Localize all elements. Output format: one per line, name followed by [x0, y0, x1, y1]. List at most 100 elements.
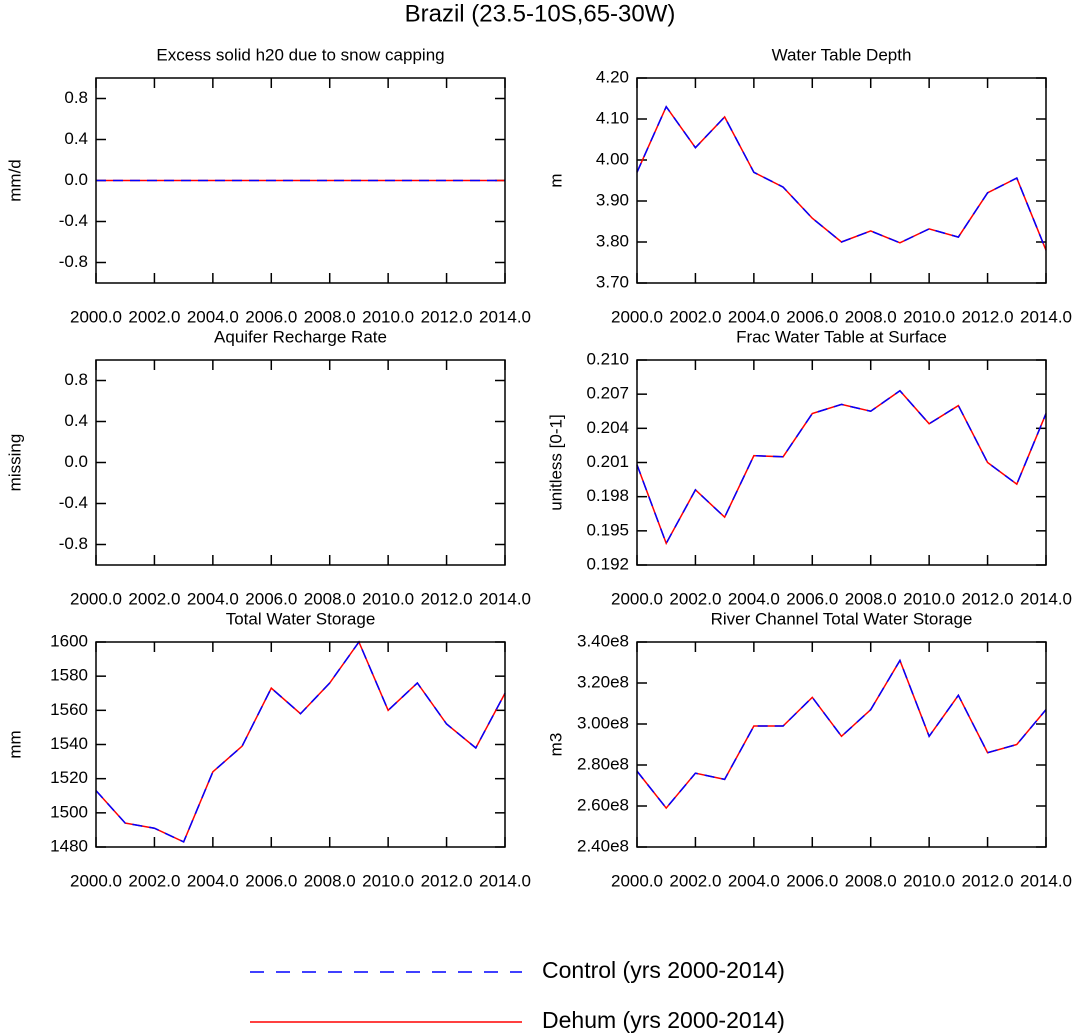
- x-tick-label: 2000.0: [70, 307, 122, 326]
- y-tick-label: 0.195: [586, 520, 629, 539]
- series-line: [636, 658, 1047, 810]
- y-tick-label: 3.00e8: [577, 713, 629, 732]
- x-tick-label: 2012.0: [421, 307, 473, 326]
- y-tick-label: 0.201: [586, 452, 629, 471]
- y-tick-label: 1500: [50, 802, 88, 821]
- x-tick-label: 2008.0: [304, 307, 356, 326]
- series-line: [636, 658, 1047, 810]
- x-tick-label: 2006.0: [245, 871, 297, 890]
- x-tick-label: 2004.0: [187, 307, 239, 326]
- series-line: [95, 640, 506, 843]
- x-tick-label: 2010.0: [903, 307, 955, 326]
- x-tick-label: 2004.0: [728, 589, 780, 608]
- y-tick-label: 0.8: [64, 88, 88, 107]
- y-axis-label: mm: [5, 730, 24, 758]
- x-tick-label: 2014.0: [479, 589, 531, 608]
- y-tick-label: 3.40e8: [577, 631, 629, 650]
- y-tick-label: -0.8: [59, 534, 88, 553]
- plot-frame: [95, 641, 506, 848]
- x-tick-label: 2012.0: [962, 307, 1014, 326]
- x-tick-label: 2014.0: [479, 307, 531, 326]
- y-axis-label: missing: [5, 434, 24, 492]
- y-tick-label: 4.20: [596, 67, 629, 86]
- y-tick-label: 1540: [50, 734, 88, 753]
- x-tick-label: 2012.0: [421, 589, 473, 608]
- x-tick-label: 2004.0: [187, 871, 239, 890]
- x-tick-label: 2000.0: [611, 589, 663, 608]
- x-tick-label: 2000.0: [611, 307, 663, 326]
- y-tick-label: 3.70: [596, 272, 629, 291]
- x-tick-label: 2002.0: [669, 589, 721, 608]
- x-tick-label: 2014.0: [1020, 589, 1072, 608]
- y-tick-label: -0.8: [59, 252, 88, 271]
- plot-frame: [636, 359, 1047, 566]
- y-axis-label: m: [546, 173, 565, 187]
- x-tick-label: 2010.0: [362, 589, 414, 608]
- x-tick-label: 2008.0: [304, 589, 356, 608]
- x-tick-label: 2000.0: [611, 871, 663, 890]
- y-tick-label: 1560: [50, 700, 88, 719]
- x-tick-label: 2008.0: [845, 871, 897, 890]
- y-tick-label: 3.20e8: [577, 672, 629, 691]
- x-tick-label: 2010.0: [903, 589, 955, 608]
- y-axis-label: m3: [546, 733, 565, 757]
- panel-title: Total Water Storage: [226, 609, 376, 628]
- panel-title: Excess solid h20 due to snow capping: [156, 45, 444, 64]
- y-tick-label: 2.40e8: [577, 836, 629, 855]
- plot-frame: [636, 641, 1047, 848]
- y-tick-label: 0.198: [586, 486, 629, 505]
- legend-label: Control (yrs 2000-2014): [542, 957, 785, 983]
- x-tick-label: 2002.0: [669, 871, 721, 890]
- x-tick-label: 2014.0: [479, 871, 531, 890]
- series-line: [95, 640, 506, 843]
- x-tick-label: 2006.0: [786, 871, 838, 890]
- x-tick-label: 2000.0: [70, 871, 122, 890]
- plot-frame: [95, 359, 506, 566]
- x-tick-label: 2004.0: [728, 307, 780, 326]
- plot-frame: [636, 77, 1047, 284]
- x-tick-label: 2006.0: [245, 307, 297, 326]
- x-tick-label: 2006.0: [786, 307, 838, 326]
- x-tick-label: 2004.0: [728, 871, 780, 890]
- figure-title: Brazil (23.5-10S,65-30W): [405, 0, 676, 27]
- x-tick-label: 2002.0: [128, 871, 180, 890]
- series-line: [636, 389, 1047, 546]
- x-tick-label: 2010.0: [362, 871, 414, 890]
- x-tick-label: 2000.0: [70, 589, 122, 608]
- x-tick-label: 2012.0: [962, 871, 1014, 890]
- panel-title: Frac Water Table at Surface: [736, 327, 947, 346]
- x-tick-label: 2002.0: [669, 307, 721, 326]
- y-tick-label: 0.207: [586, 384, 629, 403]
- y-tick-label: 4.10: [596, 108, 629, 127]
- panel-title: River Channel Total Water Storage: [711, 609, 973, 628]
- x-tick-label: 2010.0: [903, 871, 955, 890]
- y-tick-label: -0.4: [59, 493, 88, 512]
- y-tick-label: 0.8: [64, 370, 88, 389]
- y-tick-label: 0.0: [64, 170, 88, 189]
- y-tick-label: 0.210: [586, 349, 629, 368]
- x-tick-label: 2008.0: [845, 589, 897, 608]
- x-tick-label: 2010.0: [362, 307, 414, 326]
- y-tick-label: 0.4: [64, 129, 88, 148]
- x-tick-label: 2014.0: [1020, 307, 1072, 326]
- panel-title: Aquifer Recharge Rate: [214, 327, 387, 346]
- x-tick-label: 2004.0: [187, 589, 239, 608]
- series-line: [636, 389, 1047, 546]
- y-tick-label: 1580: [50, 666, 88, 685]
- y-axis-label: unitless [0-1]: [546, 414, 565, 510]
- y-tick-label: 2.80e8: [577, 754, 629, 773]
- x-tick-label: 2006.0: [786, 589, 838, 608]
- y-tick-label: 0.192: [586, 554, 629, 573]
- legend-label: Dehum (yrs 2000-2014): [542, 1007, 785, 1033]
- series-line: [636, 105, 1047, 251]
- y-tick-label: 2.60e8: [577, 795, 629, 814]
- y-tick-label: 1480: [50, 836, 88, 855]
- y-tick-label: 3.90: [596, 190, 629, 209]
- x-tick-label: 2002.0: [128, 589, 180, 608]
- plot-frame: [95, 77, 506, 284]
- x-tick-label: 2014.0: [1020, 871, 1072, 890]
- x-tick-label: 2008.0: [845, 307, 897, 326]
- y-axis-label: mm/d: [5, 159, 24, 202]
